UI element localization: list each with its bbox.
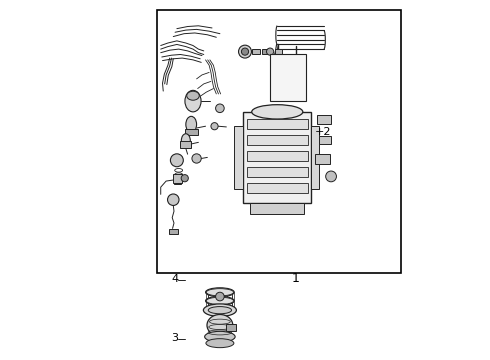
- Bar: [226, 324, 236, 330]
- Bar: [173, 174, 182, 183]
- Circle shape: [181, 175, 188, 182]
- Bar: [185, 129, 197, 135]
- Bar: [250, 203, 304, 214]
- Bar: [247, 135, 308, 145]
- Bar: [243, 112, 311, 203]
- Circle shape: [242, 48, 248, 55]
- Text: 3: 3: [172, 333, 178, 343]
- Ellipse shape: [207, 315, 233, 336]
- Bar: [262, 49, 268, 54]
- Bar: [234, 126, 243, 189]
- Ellipse shape: [185, 90, 201, 112]
- Bar: [157, 10, 401, 273]
- Circle shape: [239, 45, 251, 58]
- Circle shape: [216, 292, 224, 301]
- Circle shape: [192, 154, 201, 163]
- Ellipse shape: [205, 331, 235, 342]
- Circle shape: [168, 194, 179, 206]
- Bar: [311, 126, 319, 189]
- Ellipse shape: [187, 91, 199, 100]
- Text: 1: 1: [292, 272, 299, 285]
- Bar: [317, 116, 331, 125]
- Bar: [275, 49, 282, 54]
- Ellipse shape: [208, 307, 232, 314]
- Text: 4: 4: [172, 274, 179, 284]
- Ellipse shape: [205, 296, 234, 305]
- Ellipse shape: [186, 116, 196, 132]
- Bar: [169, 229, 177, 234]
- Ellipse shape: [181, 134, 190, 147]
- Ellipse shape: [203, 304, 236, 316]
- Circle shape: [267, 48, 274, 55]
- Bar: [174, 179, 181, 184]
- Circle shape: [171, 154, 183, 167]
- Bar: [270, 54, 306, 101]
- Circle shape: [326, 171, 337, 182]
- Bar: [247, 183, 308, 193]
- Ellipse shape: [205, 288, 234, 297]
- Ellipse shape: [252, 105, 303, 119]
- Bar: [180, 140, 191, 148]
- Ellipse shape: [206, 339, 234, 348]
- Text: +2: +2: [315, 127, 331, 137]
- Bar: [247, 167, 308, 177]
- Bar: [247, 120, 308, 130]
- Bar: [315, 154, 330, 164]
- Bar: [252, 49, 260, 54]
- Bar: [247, 151, 308, 161]
- Circle shape: [211, 123, 218, 130]
- Bar: [318, 136, 331, 144]
- Circle shape: [216, 104, 224, 113]
